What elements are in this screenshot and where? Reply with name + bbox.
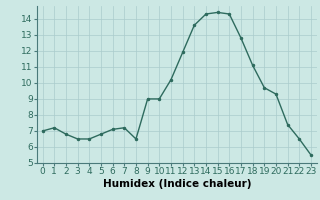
X-axis label: Humidex (Indice chaleur): Humidex (Indice chaleur) — [102, 179, 251, 189]
